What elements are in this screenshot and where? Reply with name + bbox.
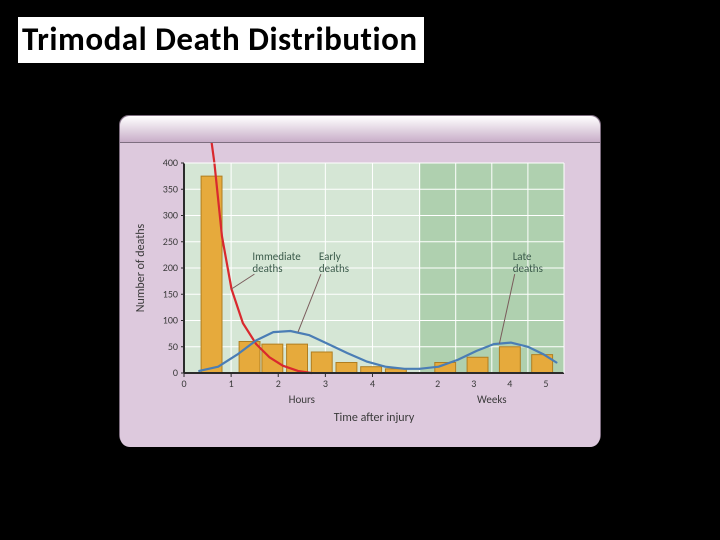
bar — [311, 352, 332, 373]
y-tick-label: 50 — [168, 340, 178, 353]
x-tick-label: 0 — [181, 377, 186, 390]
bar — [467, 357, 488, 373]
x-section-label-hours: Hours — [289, 393, 315, 406]
annotation-immediate: deaths — [252, 262, 282, 275]
x-section-label-weeks: Weeks — [477, 393, 507, 406]
y-tick-label: 350 — [163, 182, 178, 195]
x-tick-label: 5 — [543, 377, 548, 390]
x-tick-label: 4 — [370, 377, 375, 390]
y-axis-label: Number of deaths — [134, 223, 148, 312]
trimodal-chart: 0 50 100 150 200 250 300 350 400 0 1 2 3 4 2 3 4 5 Hours We… — [120, 143, 602, 447]
x-tick-label: 3 — [471, 377, 476, 390]
x-tick-label: 4 — [507, 377, 512, 390]
chart-card: 0 50 100 150 200 250 300 350 400 0 1 2 3 4 2 3 4 5 Hours We… — [119, 115, 601, 445]
y-tick-label: 150 — [163, 287, 178, 300]
y-tick-label: 0 — [173, 366, 178, 379]
bar — [499, 347, 520, 373]
y-tick-label: 250 — [163, 235, 178, 248]
annotation-early: deaths — [319, 262, 349, 275]
x-axis-label: Time after injury — [334, 411, 415, 425]
slide-title-text: Trimodal Death Distribution — [18, 17, 424, 63]
slide: Trimodal Death Distribution 050100150200… — [0, 0, 720, 540]
x-tick-label: 3 — [323, 377, 328, 390]
chart-card-header — [120, 116, 600, 143]
y-tick-label: 100 — [163, 314, 178, 327]
slide-title: Trimodal Death Distribution — [18, 22, 424, 57]
bar — [336, 363, 357, 374]
x-tick-label: 2 — [435, 377, 440, 390]
y-tick-label: 400 — [163, 156, 178, 169]
y-tick-label: 300 — [163, 209, 178, 222]
chart-card-body: 0 50 100 150 200 250 300 350 400 0 1 2 3 4 2 3 4 5 Hours We… — [120, 143, 600, 447]
annotation-late: deaths — [513, 262, 543, 275]
x-tick-label: 2 — [276, 377, 281, 390]
x-tick-label: 1 — [229, 377, 234, 390]
y-tick-label: 200 — [163, 261, 178, 274]
